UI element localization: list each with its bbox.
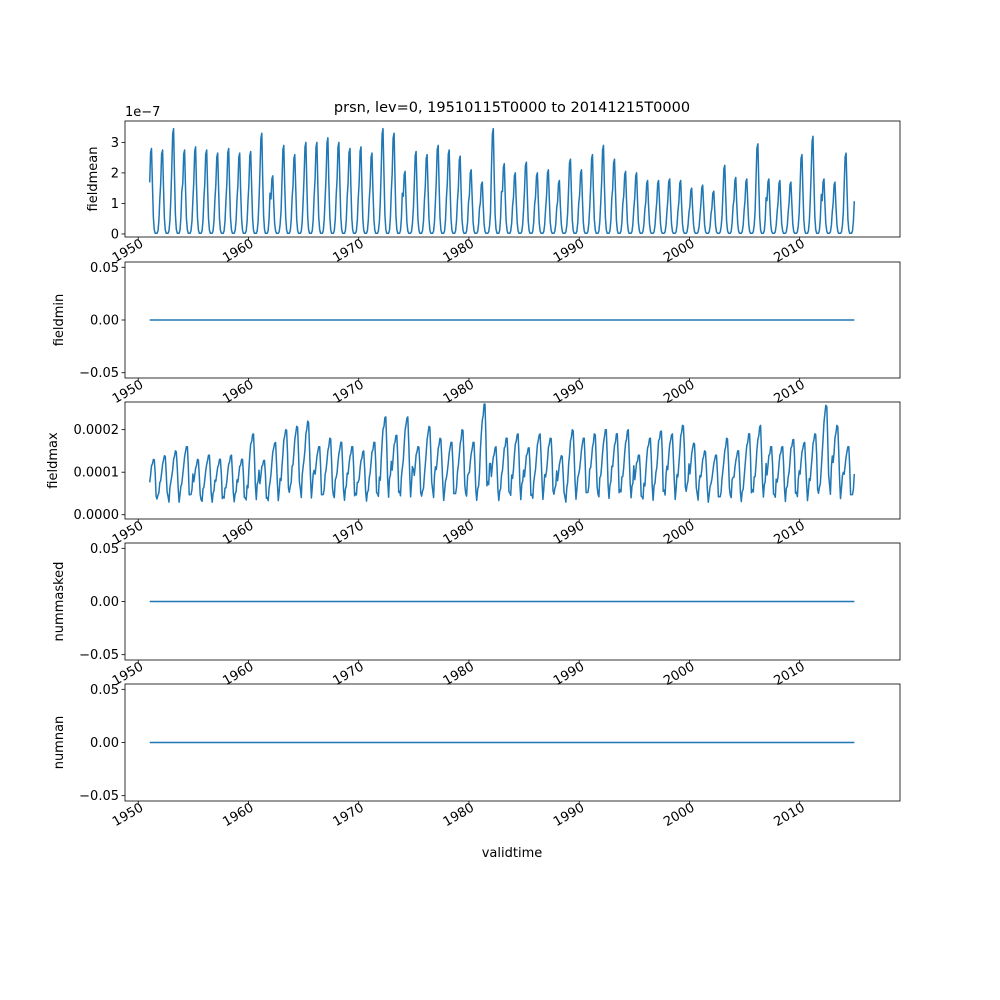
series-line-fieldmax [148,403,856,503]
y-tick-label-nummasked: −0.05 [79,648,119,663]
y-axis-label-fieldmax: fieldmax [46,432,61,489]
y-tick-label-fieldmean: 3 [111,136,119,151]
y-tick-label-numnan: 0.00 [90,736,119,751]
y-tick-label-fieldmin: 0.05 [90,261,119,276]
y-tick-label-fieldmax: 0.0001 [74,466,120,481]
y-tick-label-fieldmean: 1 [111,197,119,212]
y-tick-label-nummasked: 0.00 [90,595,119,610]
x-axis-label: validtime [482,846,543,861]
axes-frame-fieldmax [124,401,901,520]
series-line-fieldmean [148,127,856,235]
y-tick-label-fieldmean: 0 [111,227,119,242]
y-axis-label-numnan: numnan [52,716,67,770]
y-tick-label-numnan: 0.05 [90,683,119,698]
y-tick-label-numnan: −0.05 [79,789,119,804]
axes-frame-fieldmean [124,120,901,238]
y-tick-label-fieldmax: 0.0002 [74,423,120,438]
figure-title: prsn, lev=0, 19510115T0000 to 20141215T0… [334,100,690,116]
y-axis-label-fieldmean: fieldmean [86,147,101,212]
y-tick-label-nummasked: 0.05 [90,542,119,557]
y-offset-label-fieldmean: 1e−7 [125,105,160,120]
y-tick-label-fieldmax: 0.0000 [74,508,120,523]
y-axis-label-nummasked: nummasked [52,562,67,642]
y-tick-label-fieldmin: 0.00 [90,314,119,329]
y-tick-label-fieldmin: −0.05 [79,366,119,381]
y-axis-label-fieldmin: fieldmin [52,294,67,347]
y-tick-label-fieldmean: 2 [111,166,119,181]
